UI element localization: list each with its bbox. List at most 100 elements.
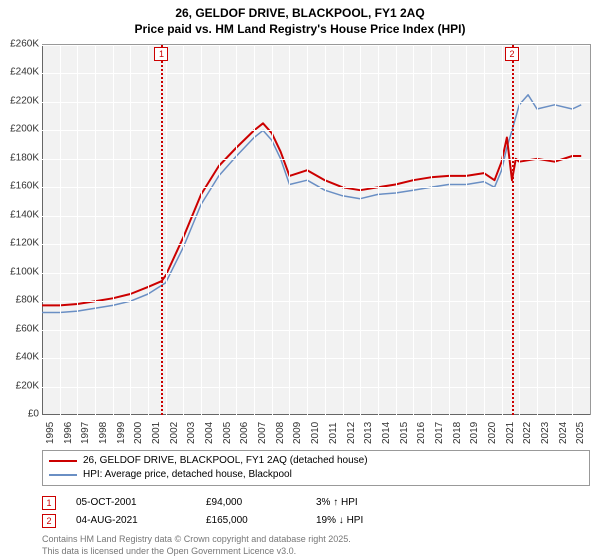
gridline-v [130,45,131,415]
x-tick-label: 2020 [487,422,498,444]
gridline-v [413,45,414,415]
y-tick-label: £140K [10,209,39,220]
gridline-h [42,130,590,131]
gridline-v [537,45,538,415]
gridline-v [219,45,220,415]
x-tick-label: 2006 [239,422,250,444]
reference-marker: 2 [505,47,519,61]
gridline-v [555,45,556,415]
legend-item: HPI: Average price, detached house, Blac… [49,468,583,482]
gridline-v [307,45,308,415]
gridline-v [466,45,467,415]
plot-area: 12 [42,44,591,415]
annotation-date: 04-AUG-2021 [76,512,186,530]
gridline-v [148,45,149,415]
x-tick-label: 2025 [575,422,586,444]
x-tick-label: 2009 [292,422,303,444]
reference-marker: 1 [154,47,168,61]
y-tick-label: £220K [10,95,39,106]
x-tick-label: 2014 [381,422,392,444]
y-tick-label: £40K [16,352,39,363]
x-tick-label: 2015 [399,422,410,444]
gridline-v [95,45,96,415]
y-tick-label: £100K [10,266,39,277]
x-tick-label: 2007 [257,422,268,444]
legend-item: 26, GELDOF DRIVE, BLACKPOOL, FY1 2AQ (de… [49,454,583,468]
x-tick-label: 2022 [522,422,533,444]
legend-swatch [49,474,77,476]
reference-line [161,45,163,415]
y-tick-label: £60K [16,323,39,334]
gridline-v [378,45,379,415]
gridline-h [42,244,590,245]
x-tick-label: 2021 [505,422,516,444]
gridline-h [42,273,590,274]
gridline-h [42,330,590,331]
gridline-v [484,45,485,415]
x-tick-label: 1995 [45,422,56,444]
reference-line [512,45,514,415]
x-tick-label: 2011 [328,422,339,444]
annotation-marker: 1 [42,496,56,510]
footnote-line-2: This data is licensed under the Open Gov… [42,546,590,558]
annotation-row: 2 04-AUG-2021 £165,000 19% ↓ HPI [42,512,590,530]
gridline-h [42,216,590,217]
x-tick-label: 2024 [558,422,569,444]
gridline-v [77,45,78,415]
data-lines [42,45,590,415]
gridline-h [42,187,590,188]
annotation-pct: 3% ↑ HPI [316,494,436,512]
gridline-v [201,45,202,415]
gridline-h [42,358,590,359]
y-tick-label: £160K [10,181,39,192]
y-tick-label: £20K [16,380,39,391]
x-tick-label: 2004 [204,422,215,444]
y-tick-label: £200K [10,124,39,135]
y-tick-label: £120K [10,238,39,249]
gridline-v [431,45,432,415]
x-tick-label: 1997 [80,422,91,444]
gridline-h [42,73,590,74]
title-line-2: Price paid vs. HM Land Registry's House … [0,22,600,38]
gridline-h [42,159,590,160]
footnote-line-1: Contains HM Land Registry data © Crown c… [42,534,590,546]
title-block: 26, GELDOF DRIVE, BLACKPOOL, FY1 2AQ Pri… [0,0,600,37]
legend-label: HPI: Average price, detached house, Blac… [83,468,292,482]
gridline-h [42,45,590,46]
annotation-price: £94,000 [206,494,296,512]
legend-swatch [49,460,77,462]
series-line [42,95,581,313]
x-tick-label: 2008 [275,422,286,444]
gridline-v [449,45,450,415]
gridline-v [396,45,397,415]
gridline-v [166,45,167,415]
x-tick-label: 2002 [169,422,180,444]
footnote: Contains HM Land Registry data © Crown c… [42,534,590,557]
gridline-v [343,45,344,415]
gridline-v [113,45,114,415]
legend-block: 26, GELDOF DRIVE, BLACKPOOL, FY1 2AQ (de… [42,450,590,557]
x-tick-label: 2018 [452,422,463,444]
x-tick-label: 1996 [63,422,74,444]
x-tick-label: 2016 [416,422,427,444]
legend-label: 26, GELDOF DRIVE, BLACKPOOL, FY1 2AQ (de… [83,454,368,468]
annotation-marker: 2 [42,514,56,528]
chart-container: 26, GELDOF DRIVE, BLACKPOOL, FY1 2AQ Pri… [0,0,600,560]
title-line-1: 26, GELDOF DRIVE, BLACKPOOL, FY1 2AQ [0,6,600,22]
gridline-v [572,45,573,415]
gridline-v [254,45,255,415]
gridline-v [502,45,503,415]
y-tick-label: £0 [28,409,39,420]
y-tick-label: £240K [10,67,39,78]
legend-box: 26, GELDOF DRIVE, BLACKPOOL, FY1 2AQ (de… [42,450,590,486]
annotation-row: 105-OCT-2001£94,0003% ↑ HPI [42,494,590,512]
annotation-pct: 19% ↓ HPI [316,512,436,530]
x-tick-label: 1998 [98,422,109,444]
annotation-price: £165,000 [206,512,296,530]
gridline-v [289,45,290,415]
annotation-table: 105-OCT-2001£94,0003% ↑ HPI204-AUG-2021£… [42,494,590,530]
y-tick-label: £260K [10,39,39,50]
x-tick-label: 2003 [186,422,197,444]
gridline-v [183,45,184,415]
series-line [42,123,581,305]
